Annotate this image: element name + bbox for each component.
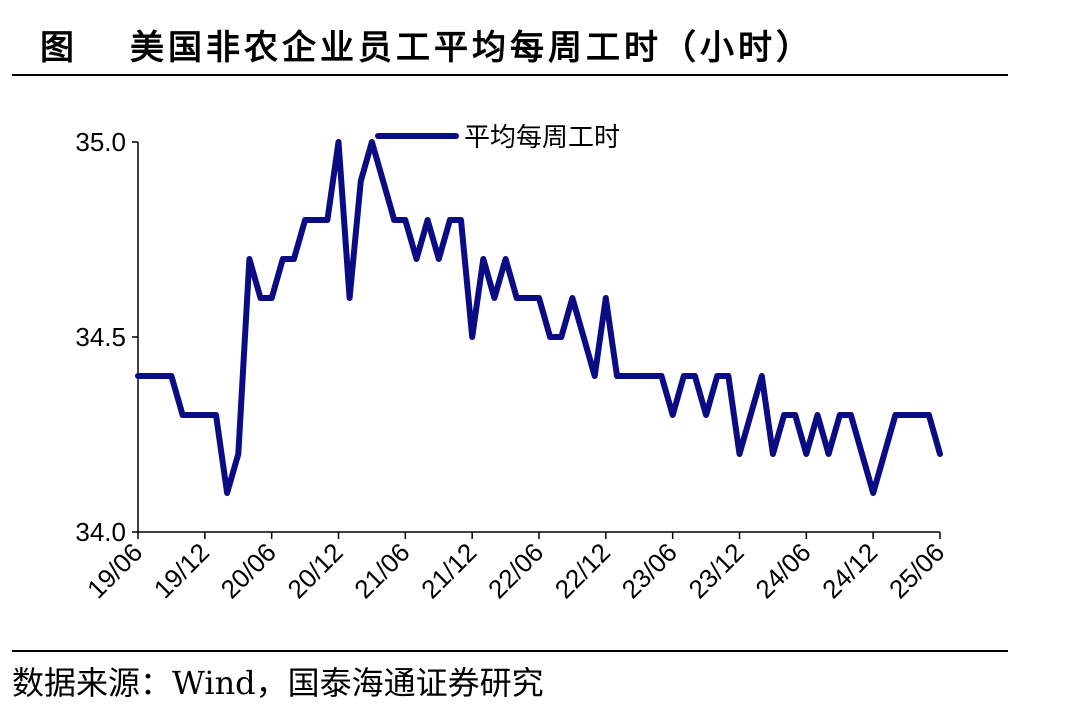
figure-label: 图 [40, 28, 74, 68]
x-tick-label: 23/12 [683, 537, 750, 604]
line-chart: 34.0 34.5 35.0 19/06 19/12 20/06 20/12 21/06 21/… [75, 122, 950, 604]
chart-axes: 34.0 34.5 35.0 19/06 19/12 20/06 20/12 21/06 21/… [75, 127, 950, 604]
x-tick-label: 20/12 [282, 537, 349, 604]
x-tick-label: 24/12 [816, 537, 883, 604]
figure-title: 美国非农企业员工平均每周工时（小时） [130, 28, 814, 68]
figure-header: 图 美国非农企业员工平均每周工时（小时） [12, 14, 1008, 76]
y-tick-label: 34.5 [75, 322, 126, 352]
y-tick-label: 35.0 [75, 127, 126, 157]
series-line [135, 139, 943, 496]
x-tick-label: 19/12 [148, 537, 215, 604]
x-tick-label: 22/12 [549, 537, 616, 604]
x-tick-label: 21/06 [348, 537, 415, 604]
legend-label: 平均每周工时 [464, 122, 620, 152]
chart-area: 34.0 34.5 35.0 19/06 19/12 20/06 20/12 21/06 21/… [0, 80, 1072, 640]
y-tick-label: 34.0 [75, 517, 126, 547]
source-note: 数据来源：Wind，国泰海通证券研究 [12, 664, 544, 702]
x-tick-label: 19/06 [81, 537, 148, 604]
plot-area [135, 139, 943, 496]
x-tick-label: 25/06 [883, 537, 950, 604]
x-tick-label: 22/06 [482, 537, 549, 604]
chart-legend: 平均每周工时 [375, 122, 620, 152]
x-tick-label: 20/06 [215, 537, 282, 604]
source-footer: 数据来源：Wind，国泰海通证券研究 [12, 650, 1008, 702]
x-tick-label: 24/06 [749, 537, 816, 604]
x-tick-label: 21/12 [415, 537, 482, 604]
x-tick-label: 23/06 [616, 537, 683, 604]
